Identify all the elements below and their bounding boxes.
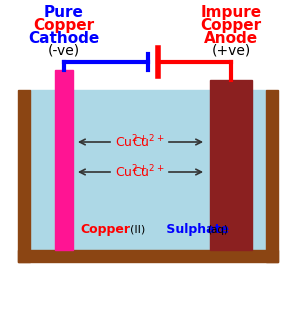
Text: Anode: Anode — [204, 31, 258, 46]
Text: Copper: Copper — [80, 224, 130, 237]
Text: (II): (II) — [130, 225, 145, 235]
Text: Impure: Impure — [200, 5, 262, 20]
Bar — [30, 90, 266, 250]
Text: $\mathregular{Cu^{2+}}$: $\mathregular{Cu^{2+}}$ — [115, 164, 147, 180]
Text: $\mathregular{Cu^{2+}}$: $\mathregular{Cu^{2+}}$ — [115, 134, 147, 150]
Text: (+ve): (+ve) — [211, 44, 251, 58]
Text: Copper: Copper — [33, 18, 94, 33]
Bar — [18, 90, 30, 262]
Text: Pure: Pure — [44, 5, 84, 20]
Text: Copper: Copper — [200, 18, 262, 33]
Text: $\mathregular{Cu^{2+}}$: $\mathregular{Cu^{2+}}$ — [132, 164, 164, 180]
Bar — [18, 250, 278, 262]
Text: (-ve): (-ve) — [48, 44, 80, 58]
Bar — [266, 90, 278, 262]
Text: Sulphate: Sulphate — [162, 224, 229, 237]
Text: $\mathregular{Cu^{2+}}$: $\mathregular{Cu^{2+}}$ — [132, 134, 164, 150]
Text: Cathode: Cathode — [28, 31, 100, 46]
Bar — [55, 70, 73, 250]
Bar — [210, 80, 252, 250]
Text: (aq): (aq) — [207, 225, 228, 235]
